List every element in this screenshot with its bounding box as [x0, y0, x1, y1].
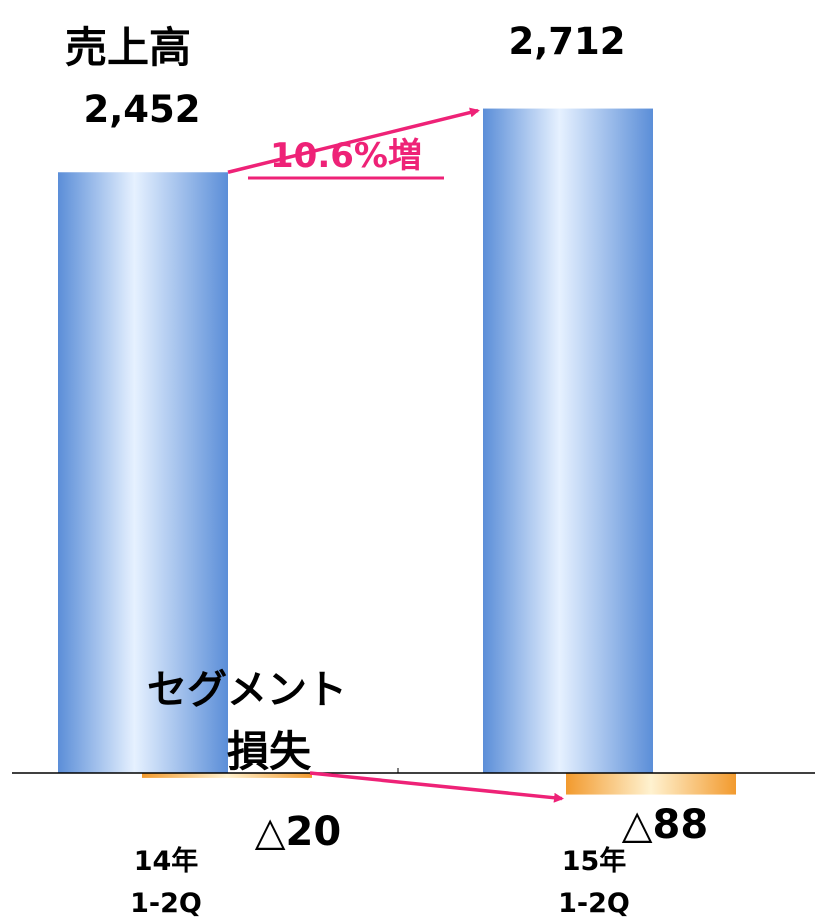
sales-value-label-14: 2,452 [83, 88, 200, 131]
sales-bar-15 [483, 109, 653, 773]
category-label-15-line2: 1-2Q [558, 888, 630, 919]
category-label-14-line2: 1-2Q [130, 888, 202, 919]
sales-value-label-15: 2,712 [508, 20, 625, 63]
growth-label: 10.6%増 [270, 136, 422, 176]
loss-bar-15 [566, 773, 736, 795]
loss-title-line1: セグメント [147, 667, 347, 713]
loss-value-label-14: △20 [255, 809, 341, 855]
loss-value-label-15: △88 [622, 802, 708, 848]
category-label-15-line1: 15年 [562, 845, 627, 877]
sales-title: 売上高 [65, 23, 191, 72]
category-label-14-line1: 14年 [134, 845, 199, 877]
loss-title-line2: 損失 [227, 727, 312, 776]
loss-arrow [310, 773, 562, 799]
